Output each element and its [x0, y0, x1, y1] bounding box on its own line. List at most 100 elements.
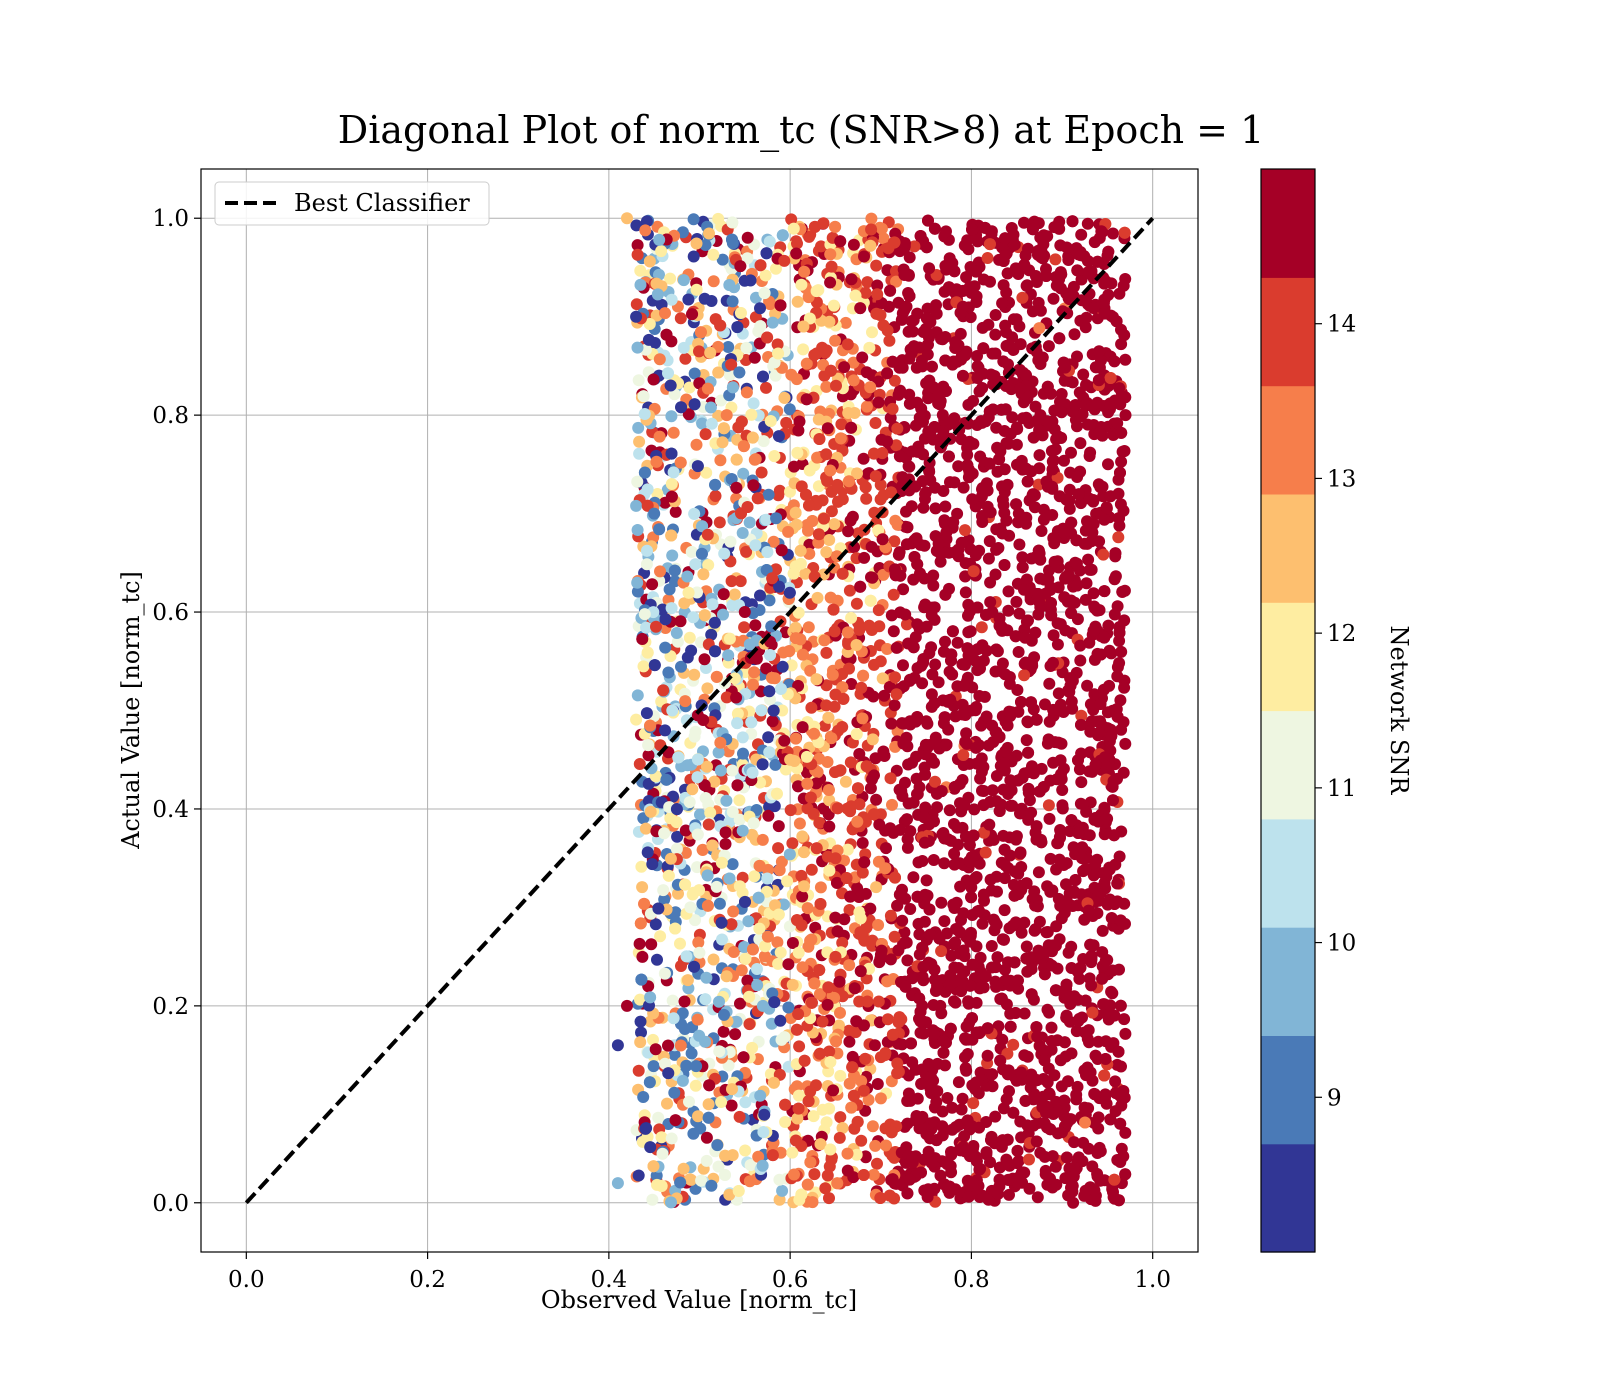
- scatter-point: [1087, 494, 1100, 507]
- scatter-point: [997, 499, 1010, 512]
- scatter-point: [1010, 498, 1023, 511]
- scatter-point: [939, 331, 952, 343]
- scatter-point: [970, 940, 983, 953]
- scatter-point: [1055, 1080, 1068, 1093]
- scatter-point: [868, 808, 880, 821]
- scatter-point: [1027, 1119, 1040, 1132]
- scatter-point: [878, 749, 891, 762]
- scatter-point: [1114, 1117, 1127, 1130]
- scatter-point: [961, 448, 974, 461]
- scatter-point: [923, 818, 936, 831]
- scatter-point: [1055, 388, 1068, 400]
- scatter-point: [920, 377, 933, 390]
- scatter-point: [1112, 487, 1125, 500]
- scatter-point: [722, 1059, 735, 1072]
- scatter-point: [1012, 646, 1025, 658]
- scatter-point: [943, 804, 956, 817]
- scatter-point: [869, 417, 882, 429]
- scatter-point: [998, 425, 1011, 437]
- scatter-point: [1020, 734, 1033, 747]
- scatter-point: [858, 551, 871, 564]
- scatter-point: [1107, 1037, 1120, 1050]
- scatter-point: [1020, 573, 1033, 586]
- scatter-point: [920, 312, 933, 325]
- scatter-point: [1053, 332, 1066, 345]
- scatter-point: [958, 679, 971, 692]
- scatter-point: [671, 830, 684, 843]
- scatter-point: [783, 403, 796, 416]
- scatter-point: [858, 856, 871, 869]
- scatter-point: [898, 237, 911, 250]
- scatter-point: [1063, 502, 1076, 515]
- scatter-point: [1044, 1172, 1056, 1185]
- scatter-point: [1118, 1013, 1131, 1026]
- scatter-point: [1050, 920, 1063, 933]
- scatter-point: [944, 977, 957, 990]
- scatter-point: [633, 758, 646, 770]
- scatter-point: [1021, 614, 1034, 627]
- scatter-point: [857, 669, 870, 682]
- scatter-point: [999, 745, 1012, 758]
- scatter-point: [949, 710, 962, 723]
- scatter-point: [798, 846, 810, 859]
- scatter-point: [1067, 841, 1080, 854]
- scatter-point: [820, 380, 833, 393]
- scatter-point: [701, 528, 714, 541]
- scatter-point: [791, 237, 803, 250]
- scatter-point: [653, 430, 666, 443]
- scatter-point: [957, 749, 970, 761]
- scatter-point: [739, 1096, 752, 1109]
- scatter-point: [977, 342, 990, 355]
- scatter-point: [923, 262, 936, 275]
- scatter-point: [748, 666, 761, 679]
- scatter-point: [846, 1061, 859, 1074]
- scatter-point: [999, 319, 1012, 332]
- scatter-point: [634, 278, 647, 291]
- scatter-point: [674, 937, 686, 950]
- scatter-point: [991, 951, 1004, 964]
- scatter-point: [1041, 1076, 1054, 1089]
- scatter-point: [872, 524, 885, 537]
- scatter-point: [989, 1110, 1002, 1123]
- scatter-point: [966, 223, 978, 236]
- scatter-point: [941, 1092, 954, 1104]
- scatter-point: [964, 979, 977, 992]
- scatter-point: [787, 222, 800, 235]
- scatter-point: [921, 348, 934, 361]
- scatter-point: [761, 872, 774, 885]
- scatter-point: [800, 357, 813, 370]
- scatter-point: [911, 1092, 924, 1105]
- scatter-point: [725, 918, 738, 931]
- scatter-point: [767, 535, 780, 548]
- scatter-point: [839, 316, 852, 329]
- scatter-point: [959, 524, 971, 537]
- scatter-point: [815, 240, 827, 253]
- scatter-point: [899, 980, 912, 993]
- scatter-point: [802, 524, 814, 537]
- scatter-point: [699, 239, 712, 251]
- scatter-point: [792, 1089, 805, 1102]
- scatter-point: [925, 641, 938, 654]
- scatter-point: [694, 808, 706, 821]
- scatter-point: [823, 1192, 835, 1205]
- scatter-point: [829, 334, 842, 347]
- scatter-point: [722, 341, 735, 353]
- scatter-point: [933, 932, 946, 945]
- scatter-point: [654, 565, 666, 578]
- scatter-point: [1018, 916, 1031, 929]
- scatter-point: [1104, 372, 1117, 384]
- scatter-point: [845, 1101, 858, 1114]
- scatter-point: [807, 807, 820, 820]
- scatter-point: [900, 300, 913, 313]
- scatter-point: [943, 1180, 956, 1193]
- scatter-point: [886, 402, 899, 415]
- scatter-point: [748, 351, 761, 364]
- scatter-point: [823, 820, 836, 833]
- scatter-point: [828, 518, 841, 531]
- scatter-point: [669, 922, 682, 935]
- scatter-point: [722, 649, 735, 662]
- scatter-point: [1018, 1007, 1031, 1020]
- scatter-point: [1019, 369, 1032, 382]
- scatter-point: [743, 990, 756, 1003]
